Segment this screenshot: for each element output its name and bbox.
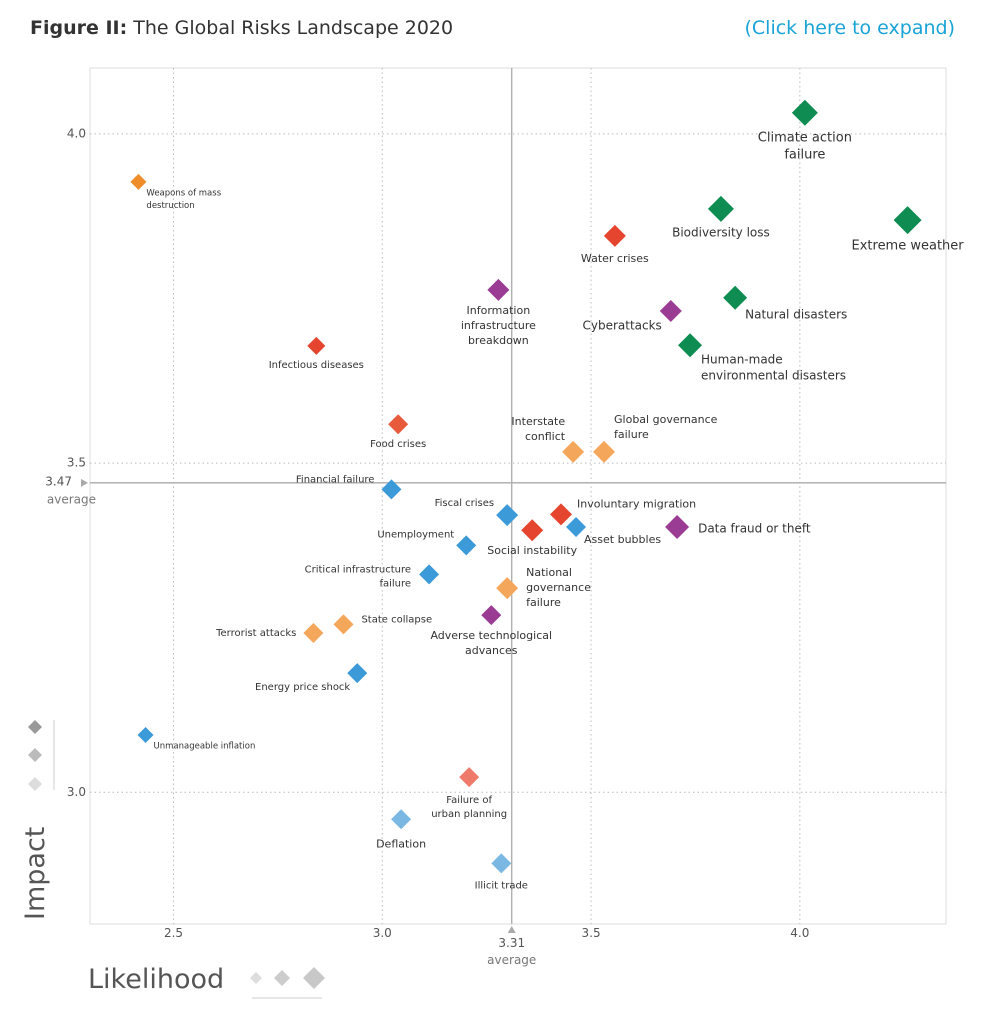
- risk-label: failure: [526, 596, 561, 609]
- y-average-label: average: [47, 492, 96, 506]
- risk-label: Weapons of mass: [146, 188, 221, 198]
- risk-marker: [603, 224, 626, 247]
- risk-marker: [566, 516, 587, 537]
- y-average-value: 3.47: [45, 474, 72, 488]
- x-average-label: average: [487, 953, 536, 967]
- risk-marker: [303, 622, 324, 643]
- risk-marker: [496, 577, 519, 600]
- risk-label: failure: [614, 428, 649, 441]
- x-tick-label: 3.5: [582, 926, 601, 940]
- risk-label: Asset bubbles: [584, 533, 661, 546]
- risk-label: Failure of: [446, 795, 492, 806]
- risk-marker: [659, 299, 682, 322]
- risk-label: Infectious diseases: [269, 360, 364, 371]
- risk-label: environmental disasters: [701, 369, 846, 383]
- risk-marker: [491, 853, 512, 874]
- risk-label: urban planning: [431, 809, 507, 820]
- title-text: The Global Risks Landscape 2020: [132, 17, 453, 39]
- risk-label: Cyberattacks: [582, 318, 661, 332]
- risk-marker: [347, 663, 368, 684]
- y-average-marker: [81, 478, 88, 487]
- risk-marker: [893, 206, 922, 235]
- risk-label: Adverse technological: [430, 629, 552, 642]
- risk-label: failure: [784, 147, 825, 162]
- y-tick-label: 4.0: [67, 126, 86, 140]
- risk-label: Interstate: [511, 415, 565, 428]
- plot-frame: [89, 67, 947, 925]
- risk-label: Natural disasters: [745, 307, 847, 321]
- risk-label: Involuntary migration: [577, 497, 696, 510]
- risk-label: conflict: [525, 430, 566, 443]
- risk-marker: [459, 767, 480, 788]
- risk-label: destruction: [146, 201, 194, 211]
- risk-marker: [496, 504, 519, 527]
- risk-marker: [388, 414, 409, 435]
- expand-link[interactable]: (Click here to expand): [744, 17, 955, 39]
- risk-marker: [481, 605, 502, 626]
- risk-marker: [130, 173, 147, 190]
- risk-marker: [791, 99, 818, 126]
- x-tick-label: 2.5: [164, 926, 183, 940]
- risk-marker: [723, 285, 748, 310]
- risk-label: Climate action: [758, 130, 852, 145]
- risk-label: Terrorist attacks: [215, 628, 296, 639]
- risk-label: Deflation: [376, 837, 426, 850]
- title-prefix: Figure II:: [30, 17, 127, 39]
- risk-label: governance: [526, 581, 591, 594]
- likelihood-legend: [250, 967, 325, 999]
- risk-label: Energy price shock: [255, 682, 350, 693]
- risk-label: infrastructure: [461, 319, 536, 332]
- risk-marker: [391, 809, 412, 830]
- x-tick-label: 3.0: [373, 926, 392, 940]
- risk-label: Extreme weather: [852, 239, 965, 254]
- risk-marker: [333, 614, 354, 635]
- risk-label: Social instability: [487, 544, 577, 557]
- risk-label: Human-made: [701, 353, 783, 367]
- risk-marker: [562, 440, 585, 463]
- risk-label: Unmanageable inflation: [154, 742, 256, 752]
- x-axis-label: Likelihood: [88, 964, 224, 995]
- risk-label: Financial failure: [296, 474, 375, 485]
- x-average-value: 3.31: [498, 936, 525, 950]
- risk-label: Food crises: [370, 439, 426, 450]
- risk-label: Fiscal crises: [435, 498, 495, 509]
- x-tick-label: 4.0: [790, 926, 809, 940]
- y-tick-label: 3.5: [67, 456, 86, 470]
- risk-marker: [550, 503, 573, 526]
- chart-title: Figure II: The Global Risks Landscape 20…: [30, 17, 453, 39]
- risk-label: Unemployment: [377, 529, 454, 540]
- y-tick-label: 3.0: [67, 785, 86, 799]
- risk-marker: [487, 278, 510, 301]
- risk-marker: [521, 519, 544, 542]
- risk-marker: [456, 535, 477, 556]
- risk-marker: [678, 333, 703, 358]
- risk-label: Information: [467, 304, 531, 317]
- risk-label: breakdown: [468, 334, 529, 347]
- risk-label: Biodiversity loss: [672, 225, 770, 239]
- risk-label: Illicit trade: [475, 880, 528, 891]
- risk-marker: [707, 195, 734, 222]
- impact-legend: [28, 720, 55, 791]
- risk-label: failure: [379, 578, 411, 589]
- y-axis-label: Impact: [20, 827, 51, 920]
- risk-marker: [137, 727, 154, 744]
- risk-marker: [381, 479, 402, 500]
- risk-label: advances: [465, 644, 518, 657]
- risk-marker: [665, 514, 690, 539]
- risk-marker: [307, 336, 326, 355]
- risk-marker: [593, 440, 616, 463]
- risk-label: Global governance: [614, 413, 718, 426]
- risk-label: Critical infrastructure: [305, 564, 411, 575]
- x-average-marker: [507, 926, 516, 933]
- risk-label: State collapse: [361, 614, 432, 625]
- risk-label: Water crises: [581, 252, 649, 265]
- risk-label: National: [526, 566, 572, 579]
- risk-marker: [419, 564, 440, 585]
- risk-label: Data fraud or theft: [698, 521, 811, 535]
